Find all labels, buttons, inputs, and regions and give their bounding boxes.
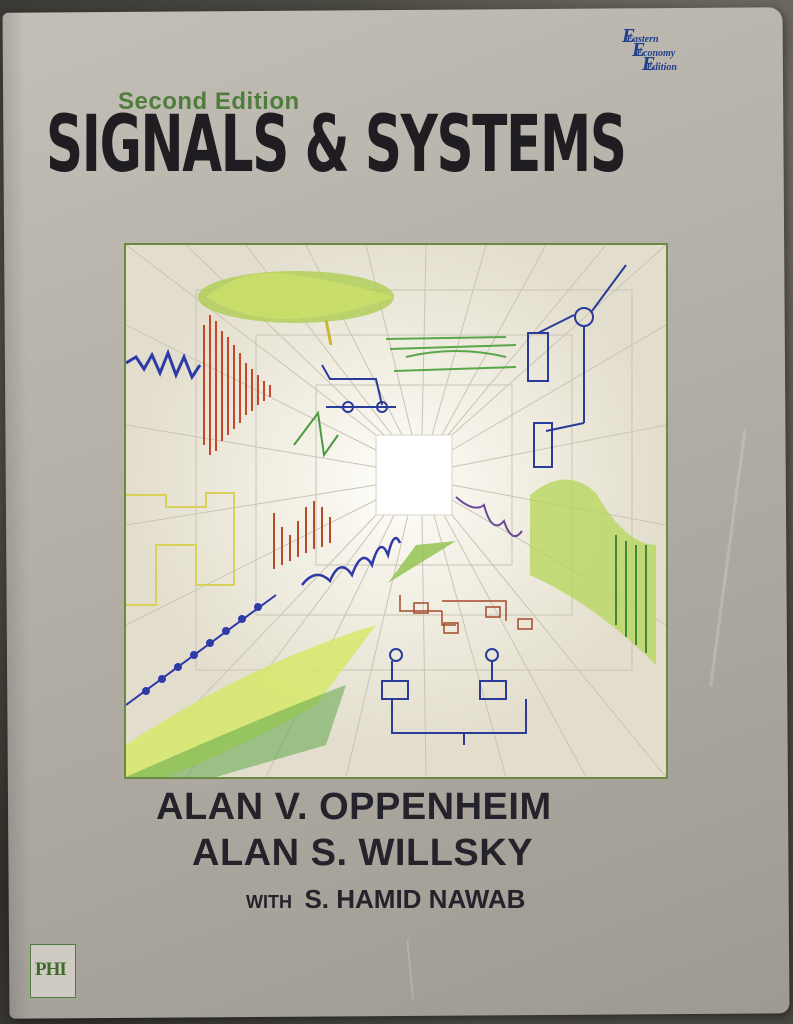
badge-line-3: Edition	[646, 62, 677, 73]
center-block-diagram	[321, 364, 396, 413]
purple-wiggle-signal	[455, 496, 523, 538]
green-ellipse-signal	[198, 271, 394, 346]
bottom-blue-block-diagram	[381, 648, 527, 745]
red-oscillation-signal	[203, 315, 271, 455]
signals-tunnel-artwork	[126, 245, 666, 777]
publisher-logo-text: PHI	[35, 959, 67, 980]
eastern-economy-edition-badge: EEastern EEconomy EEdition	[622, 25, 677, 75]
cover-illustration	[124, 243, 668, 779]
coauthor-nawab: S. HAMID NAWAB	[304, 884, 526, 914]
cover-crease	[406, 939, 415, 1000]
yellow-square-wave	[126, 492, 235, 606]
badge-line-2: Economy	[636, 48, 676, 59]
blue-sample-sequence	[126, 594, 277, 706]
blue-noise-signal	[126, 348, 202, 381]
green-triangle-shape	[388, 541, 456, 583]
badge-line-1: Eastern	[626, 34, 659, 45]
edition-label: Second Edition	[118, 88, 300, 115]
perspective-grid	[126, 245, 666, 777]
green-envelope-signal	[530, 479, 656, 665]
blue-chirp-signal	[301, 536, 402, 586]
with-label: WITH	[246, 892, 292, 912]
green-trace-lines	[385, 336, 517, 372]
book-title: SIGNALS & SYSTEMS	[46, 100, 627, 190]
right-block-diagram	[527, 264, 627, 468]
author-oppenheim: ALAN V. OPPENHEIM	[156, 786, 552, 828]
green-sweep-shape	[126, 685, 346, 777]
bottom-red-block-diagram	[399, 595, 533, 634]
yellow-sweep-shape	[126, 625, 376, 777]
red-stem-plot	[273, 501, 331, 569]
phi-publisher-logo: PHI	[30, 944, 76, 998]
green-sawtooth-signal	[293, 410, 339, 458]
author-willsky: ALAN S. WILLSKY	[192, 832, 534, 874]
coauthor-line: WITH S. HAMID NAWAB	[246, 884, 525, 915]
cover-crease	[709, 428, 747, 687]
